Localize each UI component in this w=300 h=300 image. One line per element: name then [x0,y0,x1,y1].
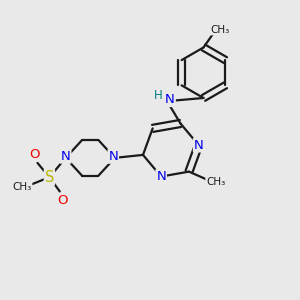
Text: CH₃: CH₃ [210,25,230,34]
Text: O: O [58,194,68,207]
Text: N: N [156,170,166,183]
Text: H: H [154,89,163,102]
Text: CH₃: CH₃ [12,182,32,192]
Text: N: N [165,93,175,106]
Text: N: N [194,139,203,152]
Text: CH₃: CH₃ [206,177,225,187]
Text: S: S [45,170,54,185]
Text: N: N [61,150,70,163]
Text: N: N [108,150,118,163]
Text: O: O [29,148,40,160]
